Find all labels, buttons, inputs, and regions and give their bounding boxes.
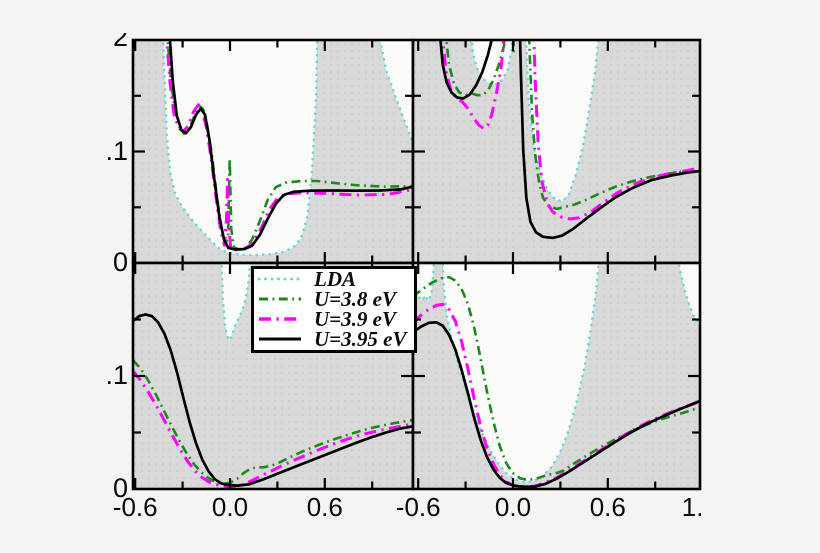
legend-item-u38: U=3.8 eV — [254, 287, 414, 311]
y-tick-label: 0 — [112, 247, 128, 277]
legend-label-u395: U=3.95 eV — [314, 327, 407, 351]
x-tick-label: -0.6 — [112, 492, 158, 522]
legend-item-lda: LDA — [254, 267, 414, 291]
legend-label-u39: U=3.9 eV — [314, 307, 396, 331]
u395-line-sample-icon — [259, 337, 301, 341]
legend: LDA U=3.8 eV U=3.9 eV U=3.95 eV — [251, 266, 417, 353]
y-tick-label: 0 — [112, 473, 128, 503]
x-tick-label: 1. — [681, 492, 704, 522]
u39-line-sample-icon — [259, 317, 301, 321]
y-tick-label: .1 — [105, 360, 128, 390]
y-tick-label: .1 — [105, 135, 128, 166]
u38-line-sample-icon — [259, 297, 301, 301]
y-tick-label: 2 — [112, 33, 128, 52]
x-tick-label: -0.6 — [395, 492, 441, 522]
x-tick-label: 0.6 — [589, 492, 626, 522]
legend-item-u39: U=3.9 eV — [254, 307, 414, 331]
legend-item-u395: U=3.95 eV — [254, 327, 414, 351]
x-tick-label: 0.6 — [306, 492, 343, 522]
lda-line-sample-icon — [257, 277, 303, 281]
x-tick-label: 0.0 — [494, 492, 532, 522]
legend-label-lda: LDA — [314, 267, 356, 291]
legend-label-u38: U=3.8 eV — [314, 287, 396, 311]
x-tick-label: 0.0 — [211, 492, 249, 522]
